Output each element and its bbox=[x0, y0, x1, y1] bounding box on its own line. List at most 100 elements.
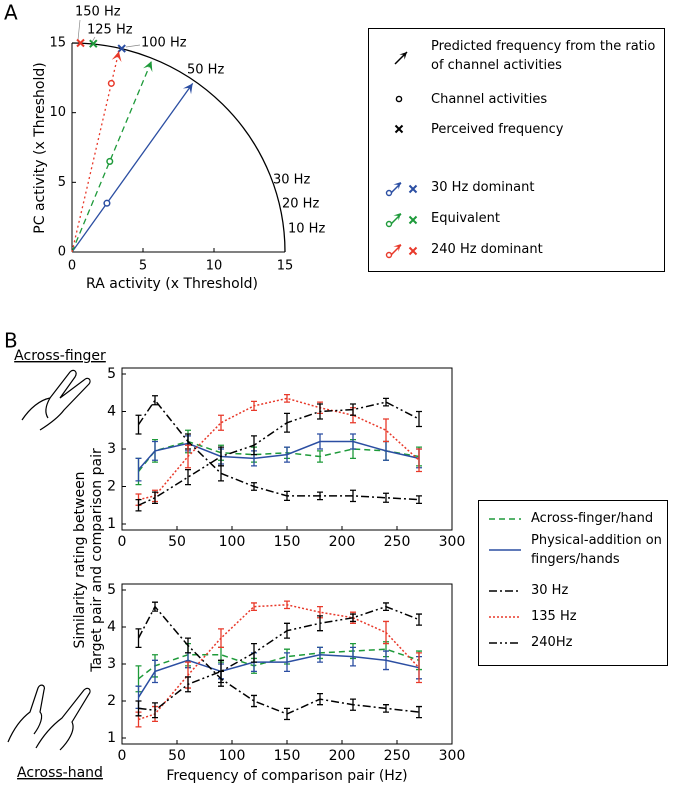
error-bar bbox=[185, 444, 191, 469]
x-tick-label: 0 bbox=[118, 748, 127, 764]
error-bar bbox=[135, 628, 142, 648]
y-tick-label: 2 bbox=[107, 479, 116, 495]
arc-label: 10 Hz bbox=[288, 222, 325, 237]
arrow-head bbox=[111, 51, 122, 63]
error-bar bbox=[416, 495, 422, 505]
error-bar bbox=[317, 692, 323, 706]
y-axis-label: Target pair and comparison pair bbox=[89, 448, 105, 673]
series-line bbox=[137, 653, 420, 698]
y-tick-label: 2 bbox=[107, 693, 116, 709]
arrow-shaft bbox=[71, 83, 194, 253]
arrow-head bbox=[143, 61, 153, 73]
legend-item: Perceived frequency bbox=[379, 119, 656, 139]
error-bar bbox=[251, 643, 257, 663]
error-bar bbox=[284, 600, 290, 610]
error-bar bbox=[317, 403, 323, 420]
error-bar bbox=[383, 650, 389, 671]
error-bar bbox=[218, 446, 224, 467]
x-tick-label: 0 bbox=[118, 534, 127, 550]
legend-item: 240Hz bbox=[487, 633, 666, 652]
y-tick-label: 4 bbox=[107, 619, 116, 635]
error-bar bbox=[317, 433, 323, 450]
series-line bbox=[138, 604, 420, 721]
y-tick-label: 3 bbox=[107, 441, 116, 457]
error-bar bbox=[185, 676, 191, 693]
predicted-arrow bbox=[71, 60, 153, 253]
x-tick-label: 5 bbox=[139, 259, 147, 274]
arc-label: 30 Hz bbox=[273, 173, 310, 188]
legend-symbol bbox=[489, 615, 521, 618]
arrow-shaft bbox=[71, 60, 153, 253]
series-line bbox=[138, 401, 420, 506]
error-bar bbox=[152, 601, 158, 612]
legend-label: 240Hz bbox=[531, 635, 573, 650]
error-bar bbox=[350, 433, 356, 450]
x-tick-label: 250 bbox=[384, 534, 411, 550]
error-bar bbox=[317, 615, 323, 632]
error-bar bbox=[416, 410, 422, 428]
legend-label: Predicted frequency from the ratio of ch… bbox=[431, 39, 656, 73]
error-bar bbox=[218, 414, 224, 431]
error-bar bbox=[350, 646, 356, 667]
arc-label: 50 Hz bbox=[187, 63, 224, 78]
circle-icon bbox=[385, 189, 393, 197]
error-bar bbox=[383, 492, 389, 503]
legend-symbol bbox=[489, 549, 521, 551]
legend-symbol bbox=[395, 95, 403, 103]
panel-label: A bbox=[4, 1, 18, 25]
error-bar bbox=[251, 602, 257, 611]
error-bar bbox=[284, 412, 290, 433]
y-tick-label: 4 bbox=[107, 404, 116, 420]
legend-label: 30 Hz bbox=[531, 583, 569, 598]
legend-label: 240 Hz dominant bbox=[431, 241, 543, 257]
cross bbox=[117, 44, 126, 53]
error-bar bbox=[383, 620, 389, 645]
legend-label: 135 Hz bbox=[531, 609, 577, 624]
arc-label: 20 Hz bbox=[282, 197, 319, 212]
x-tick-label: 200 bbox=[329, 534, 356, 550]
x-tick-label: 10 bbox=[206, 259, 223, 274]
legend-label: Perceived frequency bbox=[431, 121, 564, 137]
error-bar bbox=[135, 414, 142, 435]
series-line bbox=[137, 440, 420, 471]
legend-label: Equivalent bbox=[431, 210, 500, 226]
legend-item: Equivalent bbox=[379, 208, 500, 228]
legend-symbol bbox=[385, 244, 418, 259]
y-tick-label: 15 bbox=[49, 36, 66, 51]
error-bar bbox=[383, 397, 389, 407]
error-bar bbox=[218, 628, 224, 648]
hand-finger bbox=[21, 369, 91, 431]
legend-item: 30 Hz bbox=[487, 581, 666, 600]
y-tick-label: 5 bbox=[107, 366, 116, 382]
legend-item: 30 Hz dominant bbox=[379, 177, 534, 197]
x-tick-label: 100 bbox=[219, 534, 246, 550]
error-bar bbox=[383, 704, 389, 713]
x-tick-label: 50 bbox=[168, 748, 186, 764]
series-line bbox=[137, 398, 420, 501]
cross bbox=[408, 246, 418, 256]
panel-annotation: Across-finger bbox=[14, 348, 106, 364]
error-bar bbox=[152, 702, 158, 719]
series-line bbox=[137, 440, 420, 472]
y-tick-label: 10 bbox=[49, 105, 66, 120]
x-tick-label: 150 bbox=[274, 534, 301, 550]
error-bar bbox=[135, 457, 142, 482]
error-bar bbox=[284, 446, 290, 463]
legend-item: Physical-addition on fingers/hands bbox=[487, 531, 666, 569]
legend-symbol bbox=[489, 641, 521, 644]
error-bar bbox=[350, 489, 356, 503]
y-tick-label: 5 bbox=[107, 582, 116, 598]
cross bbox=[394, 124, 404, 134]
circle-icon bbox=[385, 220, 393, 228]
panel-annotation: Across-hand bbox=[17, 765, 103, 781]
x-axis-label: RA activity (x Threshold) bbox=[86, 276, 258, 292]
cross bbox=[89, 39, 98, 48]
error-bar bbox=[152, 659, 158, 684]
error-bar bbox=[284, 707, 290, 721]
x-tick-label: 0 bbox=[68, 259, 76, 274]
legend-symbol bbox=[489, 517, 521, 520]
y-tick-label: 5 bbox=[58, 175, 66, 190]
arc-label: 125 Hz bbox=[87, 23, 133, 38]
